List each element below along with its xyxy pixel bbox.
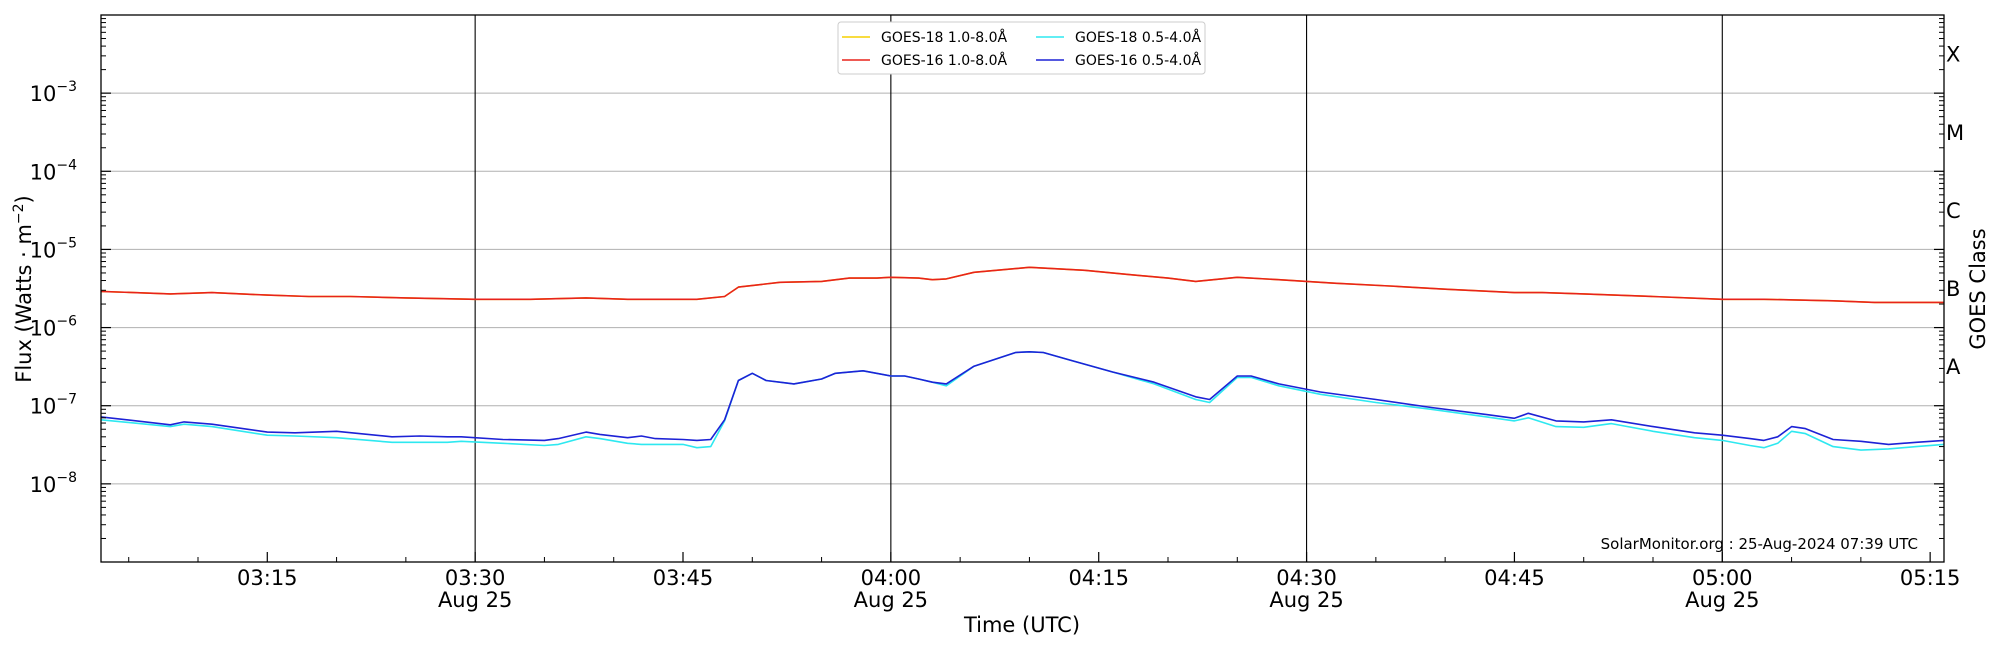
y-tick-exponent: −8 <box>56 470 77 486</box>
goes-class-label: A <box>1946 355 1961 379</box>
legend-box <box>837 21 1206 75</box>
x-tick-label: 03:45 <box>653 566 714 590</box>
y-axis-ticks: 10−810−710−610−510−410−3 <box>30 18 1944 539</box>
goes-class-label: C <box>1946 199 1961 223</box>
y-tick-label: 10−5 <box>30 235 77 262</box>
x-tick-label: 04:30 <box>1276 566 1337 590</box>
legend: GOES-18 1.0-8.0Å GOES-16 1.0-8.0Å GOES-1… <box>837 21 1206 75</box>
y-tick-label: 10−6 <box>30 314 77 341</box>
x-axis-title: Time (UTC) <box>963 613 1080 637</box>
y-tick-label: 10−7 <box>30 392 77 419</box>
y-tick-label: 10−4 <box>30 157 77 184</box>
series-goes18-short <box>100 350 1945 451</box>
x-tick-label: 05:15 <box>1900 566 1961 590</box>
y-axis-title: Flux (Watts · m−2) <box>11 195 36 383</box>
y-tick-label: 10−3 <box>30 79 77 106</box>
day-boundary-lines <box>474 15 1723 562</box>
x-tick-label: 04:00 <box>861 566 922 590</box>
x-tick-label: 04:15 <box>1068 566 1129 590</box>
y-tick-exponent: −6 <box>56 314 77 330</box>
y-tick-base: 10 <box>30 160 57 184</box>
x-tick-label: 03:30 <box>445 566 506 590</box>
y-tick-exponent: −3 <box>56 79 77 95</box>
y-tick-base: 10 <box>30 238 57 262</box>
y-tick-label: 10−8 <box>30 470 77 497</box>
y-tick-base: 10 <box>30 473 57 497</box>
plot-frame <box>100 14 1945 563</box>
y-tick-exponent: −7 <box>56 392 77 408</box>
goes-class-axis-title: GOES Class <box>1966 228 1990 349</box>
y-tick-base: 10 <box>30 82 57 106</box>
legend-label-goes16-short: GOES-16 0.5-4.0Å <box>1075 52 1201 69</box>
x-tick-label: 04:45 <box>1484 566 1545 590</box>
y-tick-exponent: −4 <box>56 157 77 173</box>
legend-label-goes18-long: GOES-18 1.0-8.0Å <box>881 29 1007 46</box>
series-goes16-short <box>100 350 1945 446</box>
x-tick-label: 03:15 <box>237 566 298 590</box>
flux-series <box>100 266 1945 451</box>
legend-label-goes16-long: GOES-16 1.0-8.0Å <box>881 52 1007 69</box>
solarmonitor-credit: SolarMonitor.org : 25-Aug-2024 07:39 UTC <box>1601 535 1918 553</box>
goes-class-labels: A B C M X <box>1946 43 1964 380</box>
x-tick-label: 05:00 <box>1692 566 1753 590</box>
x-tick-date-label: Aug 25 <box>438 588 512 612</box>
legend-label-goes18-short: GOES-18 0.5-4.0Å <box>1075 29 1201 46</box>
goes-class-label: B <box>1946 277 1960 301</box>
x-tick-date-label: Aug 25 <box>1685 588 1759 612</box>
y-tick-base: 10 <box>30 395 57 419</box>
x-tick-date-label: Aug 25 <box>854 588 928 612</box>
y-tick-exponent: −5 <box>56 235 77 251</box>
x-tick-date-label: Aug 25 <box>1269 588 1343 612</box>
y-tick-base: 10 <box>30 317 57 341</box>
y-gridlines <box>101 92 1944 485</box>
series-goes16-long <box>100 266 1944 304</box>
goes-class-label: M <box>1946 121 1964 145</box>
goes-class-label: X <box>1946 43 1960 67</box>
